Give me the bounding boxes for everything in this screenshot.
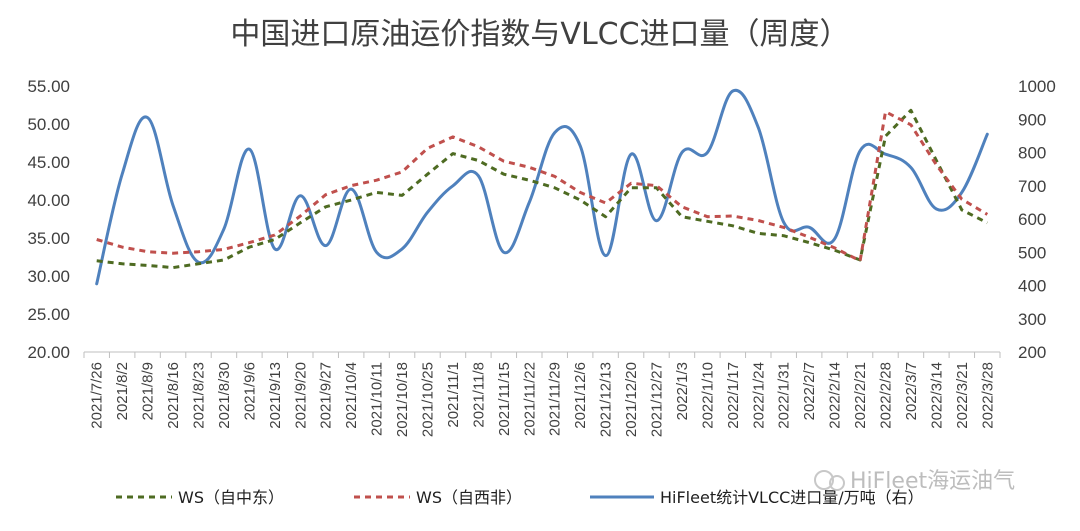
x-tick-label: 2021/9/6: [241, 362, 258, 420]
y-right-tick-label: 600: [1018, 210, 1046, 229]
x-tick-label: 2022/1/17: [725, 362, 742, 429]
x-tick-label: 2021/12/13: [598, 362, 615, 437]
x-tick-label: 2021/11/22: [521, 362, 538, 436]
y-right-tick-label: 900: [1018, 110, 1046, 129]
x-tick-label: 2021/11/15: [496, 362, 513, 436]
legend-label-0: WS（自中东）: [178, 488, 284, 507]
x-tick-label: 2022/3/21: [954, 362, 971, 429]
x-tick-label: 2022/2/14: [827, 362, 844, 429]
y-left-tick-label: 45.00: [27, 153, 70, 172]
y-left-tick-label: 50.00: [27, 115, 70, 134]
x-tick-label: 2022/2/7: [801, 362, 818, 420]
watermark-group: HiFleet海运油气: [814, 469, 1015, 494]
x-tick-label: 2021/9/13: [267, 362, 284, 429]
y-left-tick-label: 35.00: [27, 229, 70, 248]
y-right-tick-label: 500: [1018, 243, 1046, 262]
x-tick-label: 2021/8/2: [114, 362, 131, 420]
y-left-tick-label: 40.00: [27, 191, 70, 210]
y-right-tick-label: 200: [1018, 343, 1046, 362]
watermark-text: HiFleet海运油气: [850, 469, 1015, 494]
x-tick-label: 2021/8/16: [165, 362, 182, 429]
y-right-tick-label: 800: [1018, 144, 1046, 163]
legend: WS（自中东） WS（自西非） HiFleet统计VLCC进口量/万吨（右）: [116, 488, 924, 507]
x-tick-label: 2022/1/3: [674, 362, 691, 420]
x-tick-label: 2021/9/20: [292, 362, 309, 429]
y-left-tick-label: 25.00: [27, 305, 70, 324]
watermark-logo-icon: [814, 470, 834, 490]
x-tick-label: 2022/1/31: [776, 362, 793, 429]
y-left-tick-label: 30.00: [27, 267, 70, 286]
watermark-logo-icon: [829, 475, 845, 491]
x-tick-label: 2021/9/27: [318, 362, 335, 429]
x-tick-label: 2021/8/9: [140, 362, 157, 420]
x-tick-label: 2021/10/11: [369, 362, 386, 436]
x-tick-label: 2022/1/24: [750, 362, 767, 429]
x-tick-label: 2022/3/14: [928, 362, 945, 429]
series-line-0: [96, 108, 988, 270]
x-tick-label: 2021/12/20: [623, 362, 640, 437]
series-lines: [95, 88, 989, 286]
x-tick-label: 2021/8/23: [191, 362, 208, 429]
x-tick-label: 2021/7/26: [89, 362, 106, 429]
x-tick-label: 2022/3/7: [903, 362, 920, 420]
x-tick-label: 2021/10/4: [343, 362, 360, 429]
y-right-tick-label: 1000: [1018, 77, 1056, 96]
x-tick-label: 2021/10/18: [394, 362, 411, 437]
x-tick-label: 2021/8/30: [216, 362, 233, 429]
axes-group: 55.00 50.00 45.00 40.00 35.00 30.00 25.00 20.00…: [27, 77, 1055, 437]
x-tick-label: 2021/11/8: [470, 362, 487, 428]
x-tick-label: 2022/1/10: [699, 362, 716, 429]
y-right-tick-label: 300: [1018, 310, 1046, 329]
x-tick-label: 2021/12/6: [572, 362, 589, 429]
legend-label-1: WS（自西非）: [416, 488, 522, 507]
x-tick-label: 2021/11/1: [445, 362, 462, 428]
x-tick-label: 2022/2/21: [852, 362, 869, 429]
x-tick-label: 2021/10/25: [420, 362, 437, 437]
chart-title: 中国进口原油运价指数与VLCC进口量（周度）: [230, 17, 849, 52]
series-line-1: [96, 110, 989, 263]
y-left-tick-label: 55.00: [27, 77, 70, 96]
y-right-tick-label: 700: [1018, 177, 1046, 196]
y-left-tick-label: 20.00: [27, 343, 70, 362]
y-right-tick-label: 400: [1018, 277, 1046, 296]
x-tick-label: 2021/12/27: [649, 362, 666, 437]
x-tick-label: 2021/11/29: [547, 362, 564, 436]
legend-label-2: HiFleet统计VLCC进口量/万吨（右）: [660, 488, 924, 507]
x-tick-label: 2022/2/28: [878, 362, 895, 429]
series-line-2: [95, 88, 989, 286]
x-tick-label: 2022/3/28: [979, 362, 996, 429]
